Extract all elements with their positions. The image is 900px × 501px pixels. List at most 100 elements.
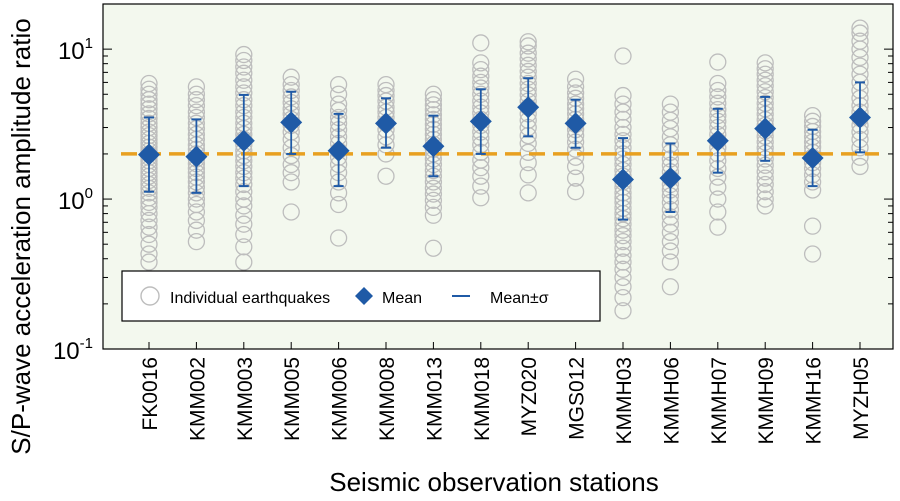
legend-mean-label: Mean — [382, 290, 422, 307]
individual-point — [614, 260, 632, 278]
individual-point — [756, 197, 774, 215]
individual-point — [756, 169, 774, 187]
individual-point — [661, 215, 680, 233]
individual-point — [803, 245, 822, 263]
individual-point — [519, 44, 537, 62]
legend-individual-marker — [140, 286, 160, 306]
individual-point — [282, 203, 300, 221]
individual-point — [424, 191, 443, 210]
individual-point — [140, 211, 158, 230]
individual-point — [424, 179, 443, 197]
individual-point — [282, 173, 300, 191]
individual-point — [329, 229, 348, 247]
individual-point — [140, 85, 158, 103]
individual-point — [187, 78, 206, 96]
individual-point — [235, 215, 253, 233]
individual-point — [519, 166, 537, 184]
individual-point — [709, 53, 727, 71]
individual-point — [187, 221, 206, 239]
mean-marker — [754, 117, 777, 140]
individual-point — [709, 190, 727, 208]
individual-point — [472, 67, 490, 85]
individual-point — [472, 177, 490, 195]
individual-point — [519, 37, 537, 55]
x-tick-label: KMMH03 — [613, 357, 636, 445]
individual-point — [235, 190, 253, 208]
individual-point — [661, 242, 680, 260]
individual-point — [803, 217, 822, 235]
individual-point — [235, 253, 253, 271]
individual-point — [756, 65, 774, 83]
individual-point — [329, 85, 348, 103]
individual-point — [235, 51, 253, 70]
individual-point — [472, 159, 490, 177]
x-tick-label: KMM005 — [281, 357, 304, 441]
individual-point — [140, 95, 158, 113]
individual-point — [566, 157, 585, 176]
individual-point — [187, 91, 206, 109]
individual-point — [566, 183, 585, 201]
mean-marker — [659, 167, 682, 190]
individual-point — [614, 86, 632, 105]
mean-marker — [280, 111, 303, 134]
individual-point — [329, 195, 348, 214]
individual-point — [709, 218, 727, 236]
mean-marker — [706, 129, 729, 152]
individual-point — [472, 34, 490, 52]
individual-point — [709, 81, 727, 100]
individual-point — [140, 225, 158, 244]
individual-point — [140, 245, 158, 263]
individual-point — [235, 64, 253, 82]
individual-point — [140, 74, 158, 93]
individual-point — [614, 232, 632, 251]
individual-point — [187, 85, 206, 103]
individual-point — [614, 227, 632, 245]
individual-point — [235, 71, 253, 89]
individual-point — [614, 47, 632, 65]
individual-point — [329, 75, 348, 94]
individual-point — [661, 253, 680, 271]
mean-marker — [517, 96, 540, 119]
y-axis-label: S/P-wave acceleration amplitude ratio — [6, 18, 36, 454]
individual-point — [235, 225, 253, 244]
individual-point — [756, 163, 774, 181]
individual-point — [661, 95, 680, 113]
individual-point — [756, 183, 774, 201]
mean-marker — [185, 145, 208, 168]
x-tick-label: KMMH07 — [708, 357, 731, 445]
individual-point — [614, 110, 632, 129]
individual-point — [519, 184, 537, 202]
x-tick-label: MYZ020 — [518, 357, 541, 436]
x-tick-label: KMMH09 — [755, 357, 778, 445]
x-tick-label: KMM018 — [471, 357, 494, 441]
individual-point — [661, 278, 680, 296]
individual-point — [140, 253, 158, 271]
legend: Individual earthquakes Mean Mean±σ — [121, 270, 601, 322]
individual-point — [377, 167, 395, 185]
x-tick-label: KMM013 — [423, 357, 446, 441]
individual-point — [756, 54, 774, 72]
individual-point — [756, 60, 774, 78]
mean-marker — [422, 135, 445, 158]
x-tick-label: KMM002 — [186, 357, 209, 441]
individual-point — [803, 107, 822, 125]
mean-marker — [327, 139, 350, 162]
mean-markers-layer — [138, 96, 871, 191]
legend-sigma-label: Mean±σ — [490, 290, 549, 307]
individual-point — [661, 103, 680, 121]
x-axis-label: Seismic observation stations — [329, 467, 658, 497]
legend-individual-label: Individual earthquakes — [170, 290, 330, 307]
individual-point — [424, 85, 443, 103]
mean-marker — [138, 143, 160, 166]
individual-point — [472, 60, 490, 79]
individual-point — [519, 33, 537, 51]
individual-point — [235, 238, 253, 256]
individual-point — [709, 178, 727, 196]
individual-point — [756, 77, 774, 95]
individual-point — [140, 193, 158, 212]
individual-point — [140, 235, 158, 253]
individual-point — [424, 91, 443, 109]
individual-point — [235, 58, 253, 76]
y-tick-label: 100 — [58, 185, 93, 215]
